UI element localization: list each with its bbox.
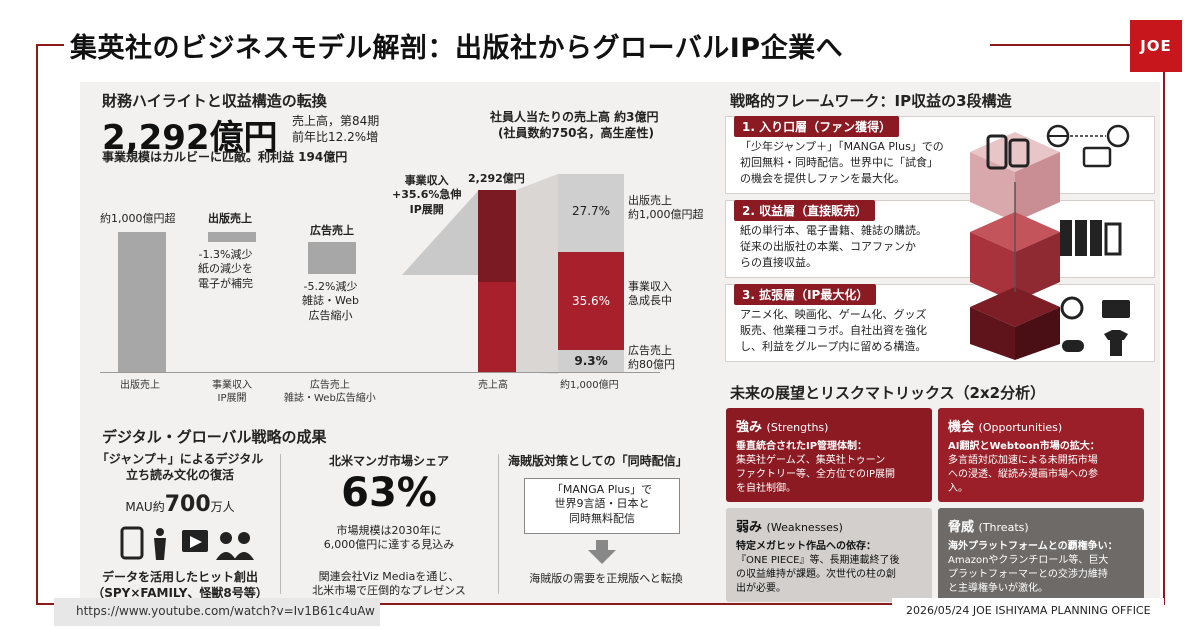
segment-ad: [558, 350, 624, 372]
scale-note: 事業規模はカルビーに匹敵。利利益 194億円: [102, 150, 348, 164]
globe-icon: [1046, 124, 1130, 168]
swot-heading: 未来の展望とリスクマトリックス（2x2分析）: [730, 384, 1046, 402]
waterfall-ip-note: 事業収入 +35.6%急伸 IP展開: [392, 174, 462, 216]
waterfall-connector-icon: [402, 191, 478, 275]
tier-label: 2. 収益層（直接販売）: [734, 200, 876, 221]
piracy-note: 海賊版の需要を正規版へと転換: [529, 572, 683, 585]
arrow-down-icon: [588, 540, 616, 564]
frame-line: [1163, 72, 1165, 604]
na-share-title: 北米マンガ市場シェア: [328, 454, 449, 468]
waterfall-ad-label: 広告売上: [310, 224, 354, 237]
revenue-growth: 前年比12.2%増: [292, 130, 379, 144]
segment-ad-label: 広告売上 約80億円: [628, 344, 675, 372]
total-bar-top: [478, 190, 516, 282]
logo: JOE: [1130, 20, 1182, 72]
media-merch-icon: [1060, 296, 1130, 356]
frame-line: [36, 44, 38, 604]
segment-pub-pct: 27.7%: [571, 204, 611, 218]
segment-pub: [558, 174, 624, 252]
na-share-pct: 63%: [341, 470, 437, 516]
tier-revenue: 2. 収益層（直接販売） 紙の単行本、電子書籍、雑誌の購読。 従来の出版社の本業、…: [725, 200, 1155, 278]
footer-credit: 2026/05/24 JOE ISHIYAMA PLANNING OFFICE: [892, 598, 1164, 624]
swot-opportunities: 機会 (Opportunities) AI翻訳とWebtoon市場の拡大： 多言語…: [938, 408, 1144, 502]
digital-heading: デジタル・グローバル戦略の成果: [102, 428, 327, 446]
devices-icon: [986, 134, 1030, 170]
swot-title: 弱み (Weaknesses): [736, 520, 843, 535]
waterfall-ad-note: -5.2%減少 雑誌・Web 広告縮小: [302, 280, 359, 322]
swot-body: 垂直統合されたIP管理体制： 集英社ゲームズ、集英社トゥーン ファクトリー等、全方位…: [736, 441, 895, 494]
per-employee-note: (社員数約750名，高生産性): [498, 126, 655, 140]
waterfall-bar-pub: [208, 232, 256, 242]
revenue-note: 売上高，第84期: [292, 114, 380, 128]
waterfall-pub-label: 出版売上: [208, 212, 252, 225]
swot-title: 機会 (Opportunities): [948, 420, 1063, 435]
divider: [498, 454, 499, 594]
viz-note: 関連会社Viz Mediaを通じ、 北米市場で圧倒的なプレゼンス: [312, 570, 466, 598]
waterfall-total-label: 2,292億円: [468, 172, 525, 185]
waterfall-bar-ad: [308, 242, 356, 274]
frame-line: [990, 44, 1130, 46]
waterfall-start-label: 約1,000億円超: [100, 212, 176, 225]
tier-expansion: 3. 拡張層（IP最大化） アニメ化、映画化、ゲーム化、グッズ 販売、他業種コラボ…: [725, 284, 1155, 362]
waterfall-axis: [100, 372, 660, 373]
swot-strengths: 強み (Strengths) 垂直統合されたIP管理体制： 集英社ゲームズ、集英社…: [726, 408, 932, 502]
tier-label: 1. 入り口層（ファン獲得）: [734, 116, 900, 137]
swot-title: 強み (Strengths): [736, 420, 829, 435]
url-bar[interactable]: https://www.youtube.com/watch?v=Iv1B61c4…: [54, 598, 380, 626]
segment-ip-pct: 35.6%: [571, 294, 611, 308]
breakdown-connector-icon: [516, 174, 558, 374]
page-title: 集英社のビジネスモデル解剖：出版社からグローバルIP企業へ: [70, 33, 844, 64]
segment-ip-label: 事業収入 急成長中: [628, 280, 672, 308]
piracy-title: 海賊版対策としての「同時配信」: [508, 454, 688, 468]
finance-heading: 財務ハイライトと収益構造の転換: [102, 92, 327, 110]
axis-label: 約1,000億円: [560, 380, 619, 391]
axis-label: 事業収入 IP展開: [212, 380, 252, 404]
cube-stack-icon: [970, 132, 1060, 360]
per-employee: 社員人当たりの売上高 約3億円: [490, 110, 659, 124]
axis-label: 出版売上: [120, 380, 160, 391]
mau: MAU約700万人: [125, 492, 235, 517]
revenue-figure: 2,292億円: [102, 118, 278, 158]
tier-label: 3. 拡張層（IP最大化）: [734, 284, 877, 305]
na-market-note: 市場規模は2030年に 6,000億円に達する見込み: [323, 524, 455, 552]
data-hits: データを活用したヒット創出 （SPY×FAMILY、怪獣8号等）: [92, 570, 268, 600]
segment-ip: [558, 252, 624, 350]
axis-label: 売上高: [478, 380, 508, 391]
swot-body: AI翻訳とWebtoon市場の拡大： 多言語対応加速による未開拓市場 への浸透、縦読…: [948, 441, 1100, 494]
total-bar-bottom: [478, 282, 516, 372]
swot-weaknesses: 弱み (Weaknesses) 特定メガヒット作品への依存： 『ONE PIECE…: [726, 508, 932, 602]
tier-desc: 「少年ジャンプ＋」「MANGA Plus」での 初回無料・同時配信。世界中に「試食…: [740, 140, 944, 185]
infographic: 財務ハイライトと収益構造の転換 2,292億円 売上高，第84期 前年比12.2…: [80, 82, 1160, 603]
manga-plus-box: 「MANGA Plus」で 世界9言語・日本と 同時無料配信: [524, 478, 680, 534]
swot-title: 脅威 (Threats): [948, 520, 1029, 535]
books-icon: [1060, 220, 1122, 256]
digital-users-icon: [120, 526, 254, 560]
tier-desc: 紙の単行本、電子書籍、雑誌の購読。 従来の出版社の本業、コアファンか らの直接収益。: [740, 224, 927, 269]
segment-ad-pct: 9.3%: [574, 354, 608, 368]
jump-plus-title: 「ジャンプ＋」によるデジタル 立ち読み文化の復活: [96, 452, 264, 482]
divider: [280, 454, 281, 594]
waterfall-pub-note: -1.3%減少 紙の減少を 電子が補完: [198, 248, 253, 290]
framework-heading: 戦略的フレームワーク：IP収益の3段構造: [730, 92, 1012, 110]
waterfall-bar-start: [118, 232, 166, 372]
axis-label: 広告売上 雑誌・Web広告縮小: [284, 380, 376, 404]
frame-line: [36, 44, 64, 46]
tier-desc: アニメ化、映画化、ゲーム化、グッズ 販売、他業種コラボ。自社出資を強化 し、利益をグ…: [740, 308, 927, 353]
swot-threats: 脅威 (Threats) 海外プラットフォームとの覇権争い： Amazonやクラン…: [938, 508, 1144, 602]
swot-body: 特定メガヒット作品への依存： 『ONE PIECE』等、長期連載終了後 の収益維持が…: [736, 541, 900, 594]
frame-line: [36, 603, 1165, 605]
swot-body: 海外プラットフォームとの覇権争い： Amazonやクランチロール等、巨大 プラットフ…: [948, 541, 1118, 594]
segment-pub-label: 出版売上 約1,000億円超: [628, 194, 704, 222]
